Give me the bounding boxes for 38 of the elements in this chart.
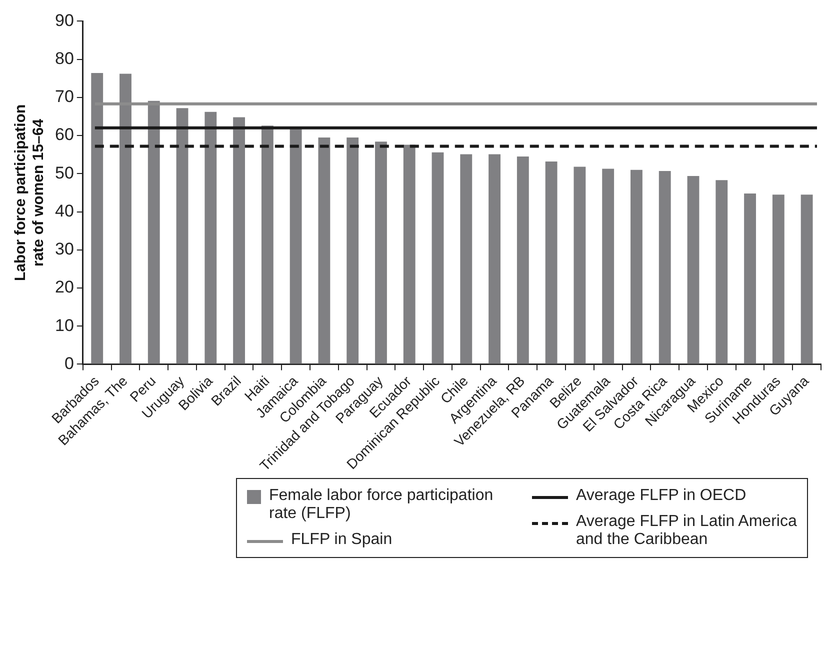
bar — [800, 194, 813, 364]
bar — [375, 142, 387, 364]
y-tick-label: 10 — [54, 316, 74, 335]
bar — [233, 117, 246, 364]
bar — [176, 108, 188, 364]
legend-label: Average FLFP in OECD — [576, 487, 746, 505]
legend-label: Average FLFP in Latin America and the Caribbean — [576, 513, 797, 549]
bar — [290, 128, 302, 364]
y-tick-label: 60 — [54, 125, 74, 144]
bar — [204, 112, 217, 364]
bar — [772, 194, 784, 364]
bar — [460, 154, 472, 364]
bar — [744, 193, 756, 364]
bar — [346, 137, 359, 364]
bar — [658, 170, 671, 364]
y-tick-label: 80 — [54, 49, 74, 68]
y-axis-title: Labor force participation rate of women 15–64 — [12, 104, 48, 282]
bar — [574, 166, 586, 364]
bar — [432, 152, 444, 364]
bar — [545, 161, 558, 364]
bar — [602, 168, 614, 364]
y-tick-label: 70 — [54, 87, 74, 106]
bar — [318, 137, 330, 364]
y-tick-label: 30 — [54, 240, 74, 259]
y-tick-label: 50 — [54, 163, 74, 182]
bar — [403, 144, 416, 364]
bar — [716, 180, 728, 364]
bar — [630, 170, 642, 364]
bar — [687, 176, 700, 364]
y-tick-label: 0 — [64, 354, 74, 373]
legend-label: FLFP in Spain — [291, 531, 392, 549]
legend-label: Female labor force participation rate (FLFP) — [269, 487, 494, 523]
y-tick-label: 40 — [54, 201, 74, 220]
y-tick-label: 20 — [54, 278, 74, 297]
bar — [488, 154, 500, 364]
bar — [261, 126, 274, 364]
bar — [516, 156, 529, 364]
y-tick-label: 90 — [54, 10, 74, 30]
